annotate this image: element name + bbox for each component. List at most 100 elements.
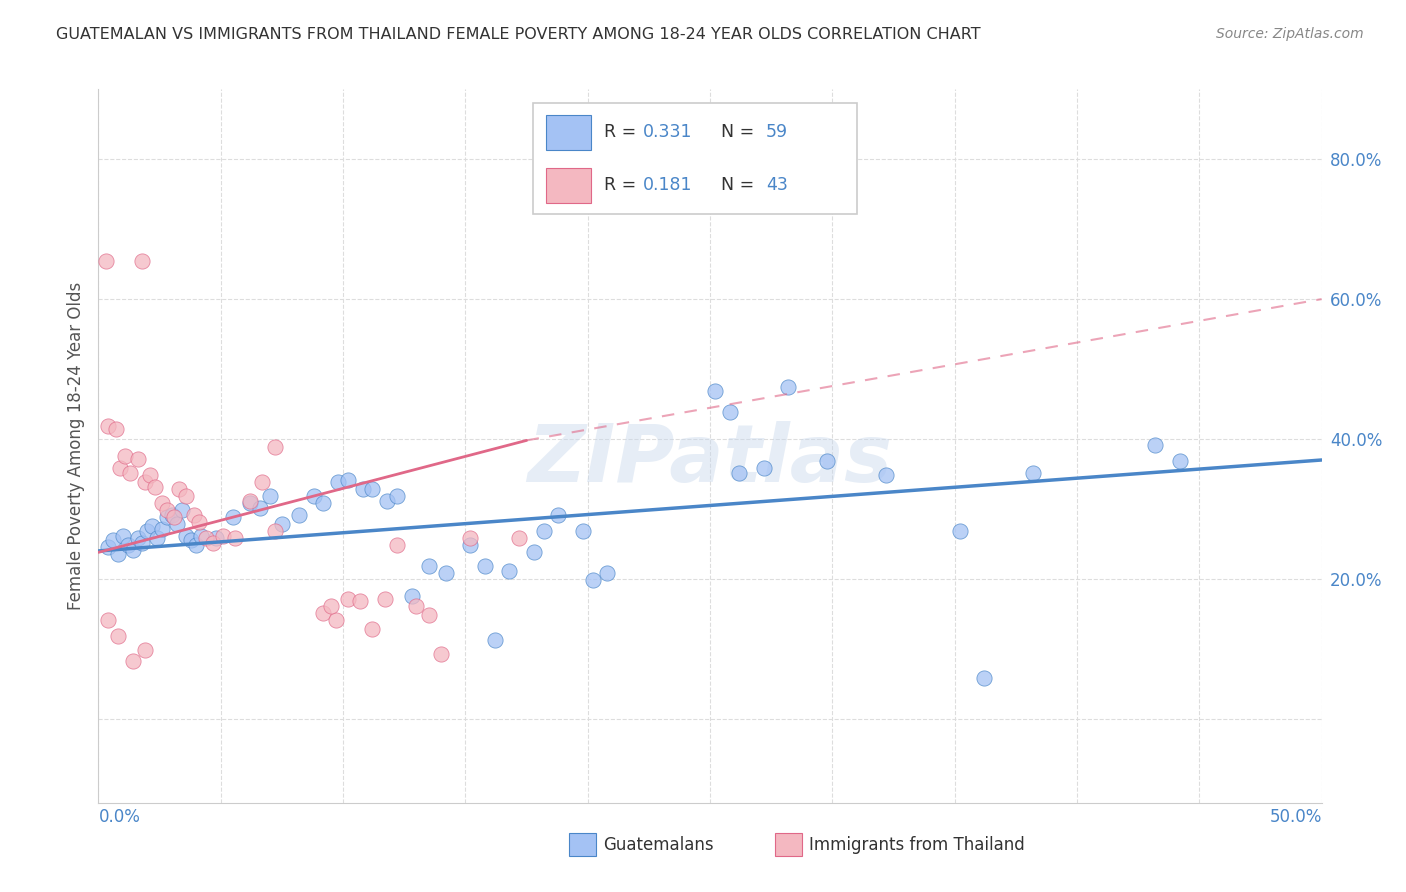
Point (110, 461, 132, 475)
Point (156, 510, 179, 524)
Point (134, 475, 156, 490)
Point (948, 524, 970, 539)
Point (134, 643, 156, 657)
Point (312, 496, 335, 510)
Point (195, 532, 218, 546)
Point (263, 441, 285, 455)
Point (349, 594, 371, 608)
Point (418, 559, 440, 574)
Point (150, 522, 173, 536)
Point (498, 564, 520, 578)
Text: GUATEMALAN VS IMMIGRANTS FROM THAILAND FEMALE POVERTY AMONG 18-24 YEAR OLDS CORR: GUATEMALAN VS IMMIGRANTS FROM THAILAND F… (56, 27, 981, 42)
Point (183, 508, 205, 522)
Point (94, 253, 117, 268)
Point (375, 493, 398, 508)
Text: Immigrants from Thailand: Immigrants from Thailand (808, 836, 1025, 854)
Point (176, 489, 198, 503)
Point (190, 528, 212, 542)
Point (336, 473, 359, 487)
Point (224, 532, 246, 546)
Point (508, 532, 530, 546)
Point (111, 528, 134, 542)
Point (361, 622, 384, 636)
Point (131, 535, 153, 549)
Text: 50.0%: 50.0% (1270, 808, 1322, 826)
Point (136, 524, 159, 539)
Point (352, 483, 374, 497)
Point (312, 606, 335, 620)
Text: Source: ZipAtlas.com: Source: ZipAtlas.com (1216, 27, 1364, 41)
Point (187, 515, 209, 529)
Point (973, 671, 995, 685)
Point (458, 532, 481, 546)
Point (104, 421, 127, 435)
Point (270, 517, 294, 532)
Point (817, 454, 839, 468)
Point (114, 450, 136, 464)
Point (533, 524, 555, 539)
Point (163, 510, 186, 524)
Point (205, 532, 228, 546)
Point (259, 489, 281, 503)
Point (361, 483, 384, 497)
Point (288, 508, 311, 522)
Point (581, 574, 603, 588)
Point (97, 419, 120, 434)
Point (474, 559, 496, 574)
Point (150, 496, 173, 510)
Point (239, 496, 262, 510)
Point (875, 468, 897, 483)
Point (252, 475, 274, 490)
Point (1168, 454, 1191, 468)
Point (156, 503, 179, 517)
Text: 0.0%: 0.0% (98, 808, 141, 826)
Point (458, 538, 481, 552)
Point (523, 545, 546, 559)
Point (263, 524, 285, 539)
Point (572, 524, 595, 539)
Point (127, 451, 149, 466)
Point (328, 475, 350, 490)
Point (97, 541, 120, 555)
Point (107, 548, 129, 562)
Bar (569, 833, 596, 856)
Point (302, 489, 325, 503)
Point (1022, 466, 1045, 480)
Point (101, 533, 124, 548)
Point (718, 405, 741, 419)
Text: Guatemalans: Guatemalans (603, 836, 714, 854)
Point (146, 532, 169, 546)
Text: ZIPatlas: ZIPatlas (527, 421, 893, 500)
Point (222, 510, 245, 524)
Point (336, 591, 359, 606)
Point (778, 379, 800, 393)
Point (703, 384, 725, 399)
Point (121, 655, 143, 669)
Point (484, 633, 506, 648)
Point (176, 528, 198, 542)
Point (143, 479, 166, 493)
Point (180, 533, 202, 548)
Point (249, 500, 271, 515)
Point (166, 517, 188, 532)
Point (127, 532, 149, 546)
Point (752, 461, 775, 475)
Point (239, 493, 262, 508)
Point (186, 538, 208, 552)
Point (430, 648, 453, 662)
Point (117, 538, 139, 552)
Point (385, 538, 408, 552)
Point (319, 599, 342, 613)
Point (405, 599, 427, 613)
Point (547, 508, 569, 522)
Point (167, 483, 190, 497)
Point (120, 466, 142, 480)
Point (121, 542, 143, 557)
Point (160, 508, 183, 522)
Point (107, 629, 129, 643)
Point (212, 528, 235, 542)
Point (401, 590, 423, 604)
Point (170, 503, 193, 517)
Point (141, 519, 163, 533)
Point (325, 613, 347, 627)
